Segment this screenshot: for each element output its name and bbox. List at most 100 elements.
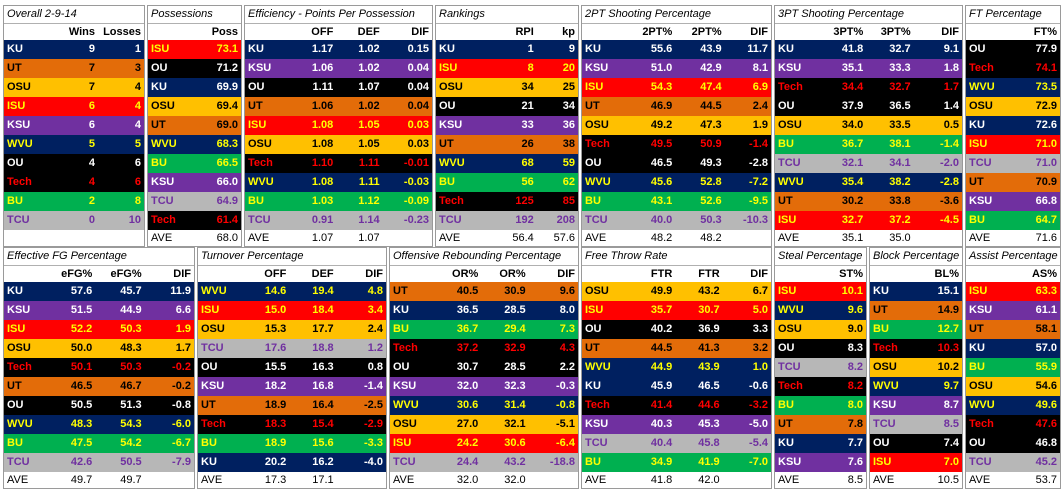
stat-value: 4.3 (559, 342, 575, 354)
team-name: BU (7, 437, 23, 449)
column-header (966, 24, 1006, 40)
stat-value: 38.2 (889, 176, 911, 188)
stat-value: -7.2 (749, 176, 769, 188)
stat-value: 36.5 (456, 304, 479, 316)
stat-value: 72.6 (1035, 119, 1057, 131)
header-row: FT% (966, 24, 1060, 40)
team-name: WVU (151, 138, 177, 150)
column-header (4, 24, 52, 40)
team-name: WVU (778, 176, 804, 188)
team-row: ISU 15.0 18.4 3.4 (198, 301, 386, 320)
stat-value: 10.3 (937, 342, 959, 354)
team-row: OU 46.8 (966, 434, 1060, 453)
stat-value: 32.3 (504, 380, 526, 392)
stat-value: 40.4 (650, 437, 673, 449)
average-value (145, 472, 194, 488)
team-row: KU 9 1 (4, 40, 144, 59)
team-row: UT 70.9 (966, 173, 1060, 192)
team-row: KU 72.6 (966, 116, 1060, 135)
stat-value: 40.5 (456, 285, 479, 297)
stat-value: 32.1 (504, 418, 526, 430)
stat-value: 10 (128, 214, 141, 226)
stat-value: 30.2 (841, 195, 864, 207)
table-title: Efficiency - Points Per Possession (245, 6, 432, 24)
average-value: 57.6 (553, 232, 575, 244)
stat-value: 1.08 (311, 176, 334, 188)
stat-value: 46.5 (70, 380, 93, 392)
average-value: 68.0 (216, 232, 238, 244)
stat-value: 0.04 (407, 62, 429, 74)
average-value: 35.0 (889, 232, 911, 244)
team-row: ISU 1.08 1.05 0.03 (245, 116, 432, 135)
team-name: OSU (201, 323, 225, 335)
team-name: Tech (585, 399, 610, 411)
stat-value: 50.1 (70, 361, 93, 373)
team-row: OU 37.9 36.5 1.4 (775, 97, 962, 116)
team-name: OSU (7, 81, 31, 93)
stat-value: 74.1 (1035, 62, 1057, 74)
column-header: OR% (499, 268, 526, 280)
stat-value: 6 (88, 119, 95, 131)
team-row: WVU 49.6 (966, 396, 1060, 415)
table-title: Overall 2-9-14 (4, 6, 144, 24)
stat-value: 47.5 (70, 437, 93, 449)
team-row: OU 40.2 36.9 3.3 (582, 320, 771, 339)
team-name: KSU (151, 176, 175, 188)
column-header: 2PT% (642, 26, 673, 38)
average-value: 49.7 (70, 474, 93, 486)
team-name: BU (585, 456, 601, 468)
stat-value: 8.2 (847, 361, 863, 373)
average-value (725, 230, 771, 246)
average-value (723, 472, 771, 488)
stat-value: 15.0 (264, 304, 287, 316)
stat-value: 44.9 (650, 361, 673, 373)
header-row: 3PT% 3PT% DIF (775, 24, 962, 40)
stat-value: 1.4 (943, 100, 959, 112)
stat-value: 48.3 (120, 342, 142, 354)
stat-value: 45.2 (1035, 456, 1057, 468)
stat-value: 62 (562, 176, 575, 188)
team-row: Tech 74.1 (966, 59, 1060, 78)
team-row: TCU 40.4 45.8 -5.4 (582, 434, 771, 453)
team-name: OU (969, 437, 986, 449)
stat-value: 1.06 (311, 62, 334, 74)
team-row: WVU 30.6 31.4 -0.8 (390, 396, 578, 415)
team-name: KU (778, 43, 794, 55)
stat-value: 51.0 (650, 62, 673, 74)
stat-value: 35.4 (841, 176, 864, 188)
team-name: OU (151, 62, 168, 74)
stat-table: Turnover Percentage OFF DEF DIF WVU 14.6 19.4 4… (197, 247, 387, 489)
team-row: KSU 6 4 (4, 116, 144, 135)
stat-value: 32.1 (841, 157, 864, 169)
column-header: 3PT% (833, 26, 864, 38)
stat-value: 8.5 (943, 418, 959, 430)
team-row: UT 44.5 41.3 3.2 (582, 339, 771, 358)
column-header (390, 266, 430, 282)
team-row: OSU 69.4 (148, 97, 241, 116)
team-row: TCU 32.1 34.1 -2.0 (775, 154, 962, 173)
stat-value: 1.12 (358, 195, 380, 207)
stat-value: -5.1 (556, 418, 575, 430)
stat-value: 1.07 (358, 81, 380, 93)
team-name: KU (151, 81, 167, 93)
team-row: BU 56 62 (436, 173, 578, 192)
team-name: KSU (873, 399, 897, 411)
stat-value: 50.3 (120, 361, 142, 373)
team-row: OSU 49.9 43.2 6.7 (582, 282, 771, 301)
team-name: OU (201, 361, 218, 373)
stat-value: 16.3 (312, 361, 334, 373)
stat-value: 1.17 (311, 43, 334, 55)
average-row: AVE 41.8 42.0 (582, 472, 771, 488)
table-title: FT Percentage (966, 6, 1060, 24)
stat-value: 54.3 (120, 418, 142, 430)
table-title: Free Throw Rate (582, 248, 771, 266)
average-row: AVE 56.4 57.6 (436, 230, 578, 246)
stat-value: 1.05 (358, 119, 380, 131)
header-row: OFF DEF DIF (198, 266, 386, 282)
team-name: Tech (969, 418, 994, 430)
team-name: KSU (248, 62, 272, 74)
average-label: AVE (439, 232, 461, 244)
stat-value: 70.9 (1035, 176, 1057, 188)
team-row: KSU 32.0 32.3 -0.3 (390, 377, 578, 396)
average-label: AVE (201, 474, 223, 486)
